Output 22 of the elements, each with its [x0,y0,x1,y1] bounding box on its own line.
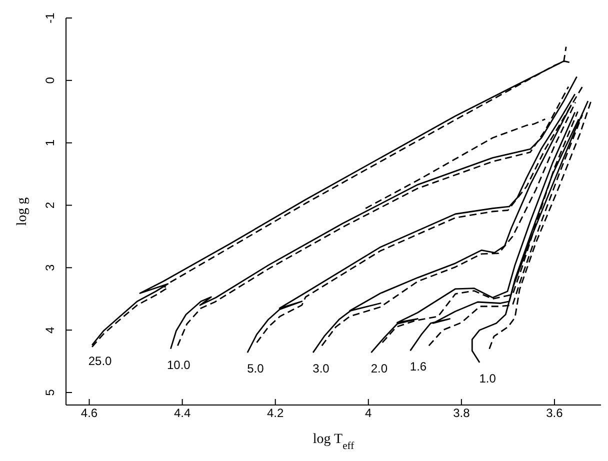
y-tick-label: 5 [43,388,57,396]
y-tick-label: 4 [43,326,57,334]
annotation: 25.0 [88,354,112,368]
y-tick-label: 1 [43,139,57,146]
x-tick-label: 4.6 [80,406,98,420]
annotation: 1.6 [410,360,427,374]
y-axis-title: log g [15,197,30,226]
annotation: 3.0 [312,362,330,376]
y-tick-label: 3 [43,264,57,272]
x-axis-title: log T$_{eff}$ [312,432,355,452]
x-tick-label: 3.6 [546,406,564,420]
x-tick-label: 4 [365,406,372,420]
annotation: 2.0 [370,362,388,376]
x-tick-label: 4.4 [174,406,191,420]
annotation: 5.0 [247,362,264,376]
x-tick-label: 4.2 [267,406,284,420]
annotation: 1.0 [479,372,496,386]
y-tick-label: -1 [43,12,57,24]
annotation: 10.0 [166,358,191,372]
y-tick-label: 0 [43,76,57,84]
x-tick-label: 3.8 [453,406,470,420]
y-tick-label: 2 [43,202,57,209]
